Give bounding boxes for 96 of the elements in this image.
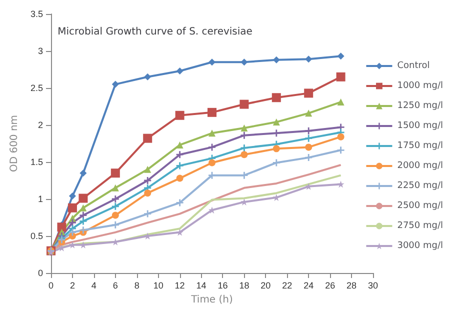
point [176,174,184,182]
point [112,202,119,210]
y-tick-label: 3.5 [30,9,43,19]
point [176,228,184,236]
y-axis-title: OD 600 nm [9,114,20,172]
point [240,100,249,109]
x-tick-label: 6 [112,280,118,290]
y-tick-label: 0 [38,268,43,278]
point [176,67,184,74]
point [176,141,184,148]
y-tick-label: 3 [38,46,43,56]
point [144,166,152,173]
point [240,58,248,66]
point [208,58,216,66]
text: Microbial Growth curve of S. cerevisiae [58,26,252,38]
point [304,88,314,98]
legend-label: 3000 mg/l [397,241,444,251]
point [305,134,312,142]
point [144,177,152,184]
point [305,127,312,134]
x-tick-label: 4 [91,280,96,290]
point [68,241,76,248]
legend-label: Control [397,61,430,71]
point [112,221,119,228]
y-tick-label: 2 [38,120,43,130]
point [208,206,216,214]
x-tick-label: 0 [48,280,54,290]
point [208,108,216,117]
point [144,210,152,218]
point [112,80,119,88]
point [240,151,248,158]
point [272,145,280,152]
point [144,190,152,197]
x-tick-label: 10 [153,280,164,290]
y-tick-label: 1.5 [30,157,43,167]
x-tick-label: 18 [239,280,250,290]
point [272,159,280,166]
legend-label: 2750 mg/l [397,221,444,231]
legend-label: 1250 mg/l [397,101,444,111]
point [68,228,76,236]
point [336,72,346,82]
y-tick-label: 0.5 [30,231,43,241]
point [176,151,184,158]
x-tick-label: 14 [196,280,206,290]
legend-label: 2000 mg/l [397,161,444,171]
point [80,218,87,225]
legend-label: 2250 mg/l [397,181,444,191]
x-tick-label: 26 [325,280,336,290]
point [240,144,248,152]
point [175,110,184,120]
x-tick-label: 12 [174,280,185,290]
point [144,73,152,80]
point [110,168,120,178]
point [112,184,119,192]
point [337,98,344,106]
y-tick-label: 1 [38,194,43,204]
y-tick-label: 2.5 [30,83,43,93]
point [337,133,344,140]
point [337,146,344,154]
point [208,159,216,166]
point [68,192,76,200]
point [68,203,77,212]
point [112,212,119,219]
x-tick-label: 2 [70,280,75,290]
legend-label: 2500 mg/l [397,201,444,211]
point [305,56,312,63]
legend-label: 1000 mg/l [397,81,444,91]
x-tick-label: 16 [218,280,228,290]
point [143,134,152,143]
x-tick-label: 22 [282,280,292,290]
point [305,154,312,162]
point [305,144,312,151]
point [337,52,344,60]
x-tick-label: 20 [260,280,271,290]
point [337,180,344,188]
point [272,118,280,126]
point [80,204,87,212]
x-tick-label: 28 [346,280,357,290]
point [208,130,216,137]
point [208,144,216,151]
legend-label: 1500 mg/l [397,121,444,131]
point [78,194,88,203]
point [305,110,312,117]
x-tick-label: 30 [368,280,378,290]
point [112,196,119,202]
point [176,199,184,206]
x-tick-label: 24 [304,280,314,290]
x-tick-label: 8 [134,280,140,290]
legend-label: 1750 mg/l [397,141,444,151]
point [57,222,66,232]
point [240,124,248,132]
point [176,162,184,170]
point [272,56,280,64]
point [272,93,281,102]
point [80,170,87,177]
x-axis-title: Time (h) [190,294,233,306]
